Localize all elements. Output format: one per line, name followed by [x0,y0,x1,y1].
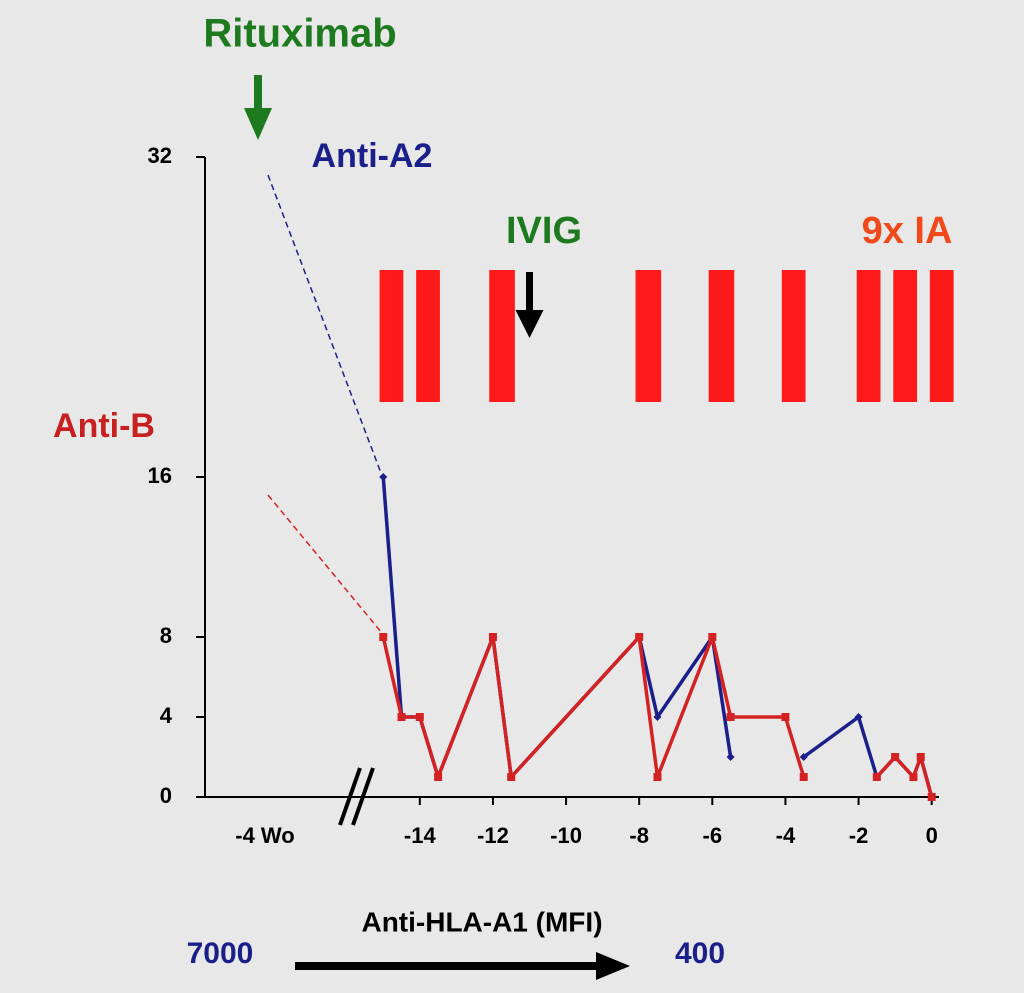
point [854,713,863,721]
point [434,773,443,781]
x-tick-label: -14 [404,823,437,848]
x-tick-label: -8 [629,823,649,848]
ia-bar [635,270,662,402]
y-tick-label: 32 [148,143,172,168]
x-start-label: 7000 [187,937,254,970]
point [916,753,925,761]
point [507,773,516,781]
point [397,713,406,721]
x-tick-label: -6 [703,823,723,848]
ivig-arrow-head [515,310,544,338]
rituximab-label: Rituximab [203,12,396,56]
y-tick-label: 16 [148,463,172,488]
point [379,633,388,641]
point [635,633,644,641]
x-axis-label: Anti-HLA-A1 (MFI) [361,906,602,937]
ivig-label: IVIG [506,210,582,252]
ia-bar [929,270,954,402]
rituximab-arrow-head [244,108,272,140]
pre-link [267,494,381,632]
point [379,473,388,481]
point [872,773,881,781]
x-tick-label: 0 [926,823,938,848]
y-tick-label: 8 [160,623,172,648]
point [653,773,662,781]
x-end-label: 400 [675,937,725,970]
legend-anti-b: Anti-B [53,407,155,445]
point [799,753,808,761]
point [927,793,936,801]
ia-bar [893,270,918,402]
x-tick-label: -2 [849,823,869,848]
point [909,773,918,781]
point [653,713,662,721]
point [781,713,790,721]
ia-bar [781,270,806,402]
ia-label: 9x IA [862,210,953,252]
point [891,753,900,761]
ia-bar [856,270,881,402]
ia-bar [708,270,735,402]
mfi-arrow-head [596,952,630,980]
point [708,633,717,641]
point [415,713,424,721]
point [726,753,735,761]
ia-bar [379,270,404,402]
x-tick-label: -10 [550,823,582,848]
x-tick-label: -4 [776,823,796,848]
point [726,713,735,721]
y-tick-label: 0 [160,783,172,808]
point [799,773,808,781]
series-line [381,476,934,798]
ia-bar [489,270,515,402]
y-tick-label: 4 [160,703,173,728]
pre-link [267,174,381,472]
point [488,633,497,641]
ia-bar [416,270,440,402]
x-tick-label: -12 [477,823,509,848]
x-tick-label: -4 Wo [235,823,294,848]
legend-anti-a2: Anti-A2 [312,137,433,175]
